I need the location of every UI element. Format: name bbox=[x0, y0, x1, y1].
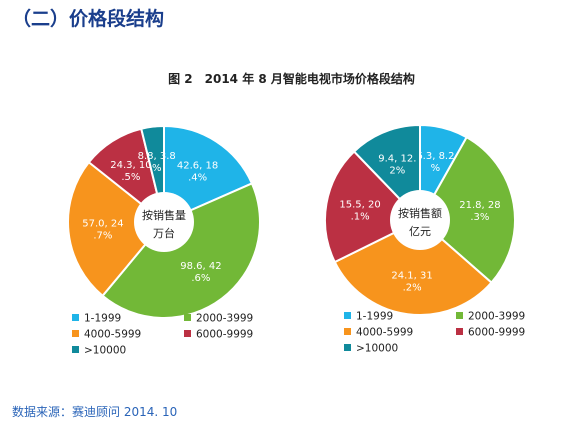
data-label-1-1999: 6.3, 8.2% bbox=[416, 151, 454, 174]
legend-swatch-6000-9999 bbox=[456, 328, 463, 335]
data-label-6000-9999: 24.3, 10.5% bbox=[110, 160, 151, 183]
legend-label-6000-9999: 6000-9999 bbox=[196, 329, 253, 341]
data-label-2000-3999: 21.8, 28.3% bbox=[459, 200, 500, 223]
data-label-4000-5999: 24.1, 31.2% bbox=[391, 270, 432, 293]
legend-swatch-2000-3999 bbox=[456, 312, 463, 319]
legend-swatch-4000-5999 bbox=[344, 328, 351, 335]
center-unit-label: 万台 bbox=[153, 226, 175, 240]
slice-6000-9999 bbox=[324, 150, 422, 264]
legend-label-1-1999: 1-1999 bbox=[84, 313, 121, 325]
center-label: 按销售额 bbox=[398, 206, 442, 220]
legend-label-over-10000: >10000 bbox=[84, 345, 126, 357]
legend-label-4000-5999: 4000-5999 bbox=[84, 329, 141, 341]
sales-revenue-donut-chart: 6.3, 8.2 % 21.8, 28.3% 24.1, 31.2% 15.5, 20.… bbox=[324, 123, 525, 355]
legend-label-2000-3999: 2000-3999 bbox=[196, 313, 253, 325]
legend-label-2000-3999: 2000-3999 bbox=[468, 311, 525, 323]
data-label-1-1999: 42.6, 18.4% bbox=[177, 161, 218, 184]
slice-2000-3999 bbox=[418, 135, 516, 284]
figure-caption: 图 2 2014 年 8 月智能电视市场价格段结构 bbox=[168, 72, 415, 86]
sales-volume-donut-chart: 42.6, 18.4% 98.6, 42.6% 57.0, 24.7% 24.3, 1… bbox=[67, 124, 262, 357]
donut-center bbox=[390, 190, 450, 250]
slice-2000-3999 bbox=[101, 182, 262, 319]
legend-swatch-over-10000 bbox=[72, 346, 79, 353]
legend-swatch-1-1999 bbox=[72, 314, 79, 321]
legend-swatch-6000-9999 bbox=[184, 330, 191, 337]
legend-swatch-4000-5999 bbox=[72, 330, 79, 337]
data-label-2000-3999: 98.6, 42.6% bbox=[180, 261, 221, 284]
legend-swatch-over-10000 bbox=[344, 344, 351, 351]
center-unit-label: 亿元 bbox=[409, 225, 431, 238]
legend-label-4000-5999: 4000-5999 bbox=[356, 327, 413, 339]
slice-4000-5999 bbox=[67, 160, 166, 298]
slice-1-1999 bbox=[163, 124, 254, 224]
legend-label-6000-9999: 6000-9999 bbox=[468, 327, 525, 339]
legend-label-1-1999: 1-1999 bbox=[356, 311, 393, 323]
center-label: 按销售量 bbox=[142, 208, 186, 222]
data-label-over-10000: 8.8, 3.8% bbox=[138, 151, 176, 174]
data-label-4000-5999: 57.0, 24.7% bbox=[82, 218, 123, 241]
legend-swatch-2000-3999 bbox=[184, 314, 191, 321]
section-title: （二）价格段结构 bbox=[12, 8, 165, 30]
donut-center bbox=[134, 192, 194, 252]
data-label-over-10000: 9.4, 12. 2% bbox=[378, 154, 416, 177]
legend-label-over-10000: >10000 bbox=[356, 343, 398, 355]
legend-swatch-1-1999 bbox=[344, 312, 351, 319]
data-label-6000-9999: 15.5, 20.1% bbox=[339, 200, 380, 223]
data-source-note: 数据来源：赛迪顾问 2014. 10 bbox=[12, 405, 178, 419]
